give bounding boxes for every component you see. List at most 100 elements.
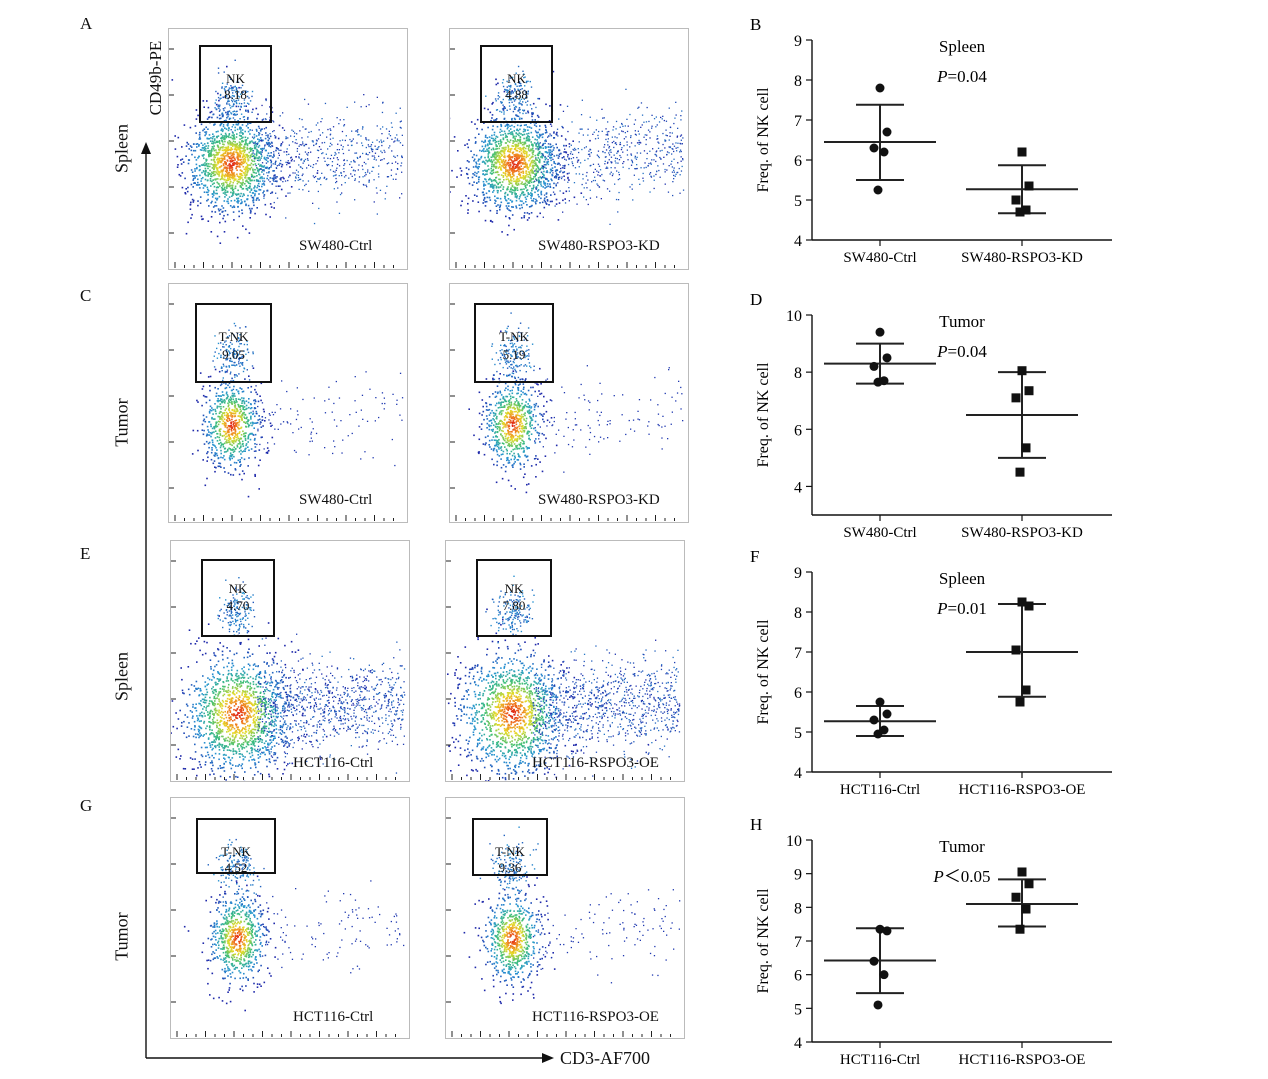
event-dot bbox=[181, 158, 184, 160]
event-dot bbox=[518, 139, 520, 142]
event-dot bbox=[216, 454, 219, 457]
event-dot bbox=[549, 200, 552, 203]
event-dot bbox=[538, 195, 540, 198]
event-dot bbox=[531, 159, 534, 162]
event-dot bbox=[489, 111, 492, 114]
event-dot bbox=[643, 121, 645, 123]
event-dot bbox=[356, 142, 358, 144]
event-dot bbox=[236, 401, 238, 403]
event-dot bbox=[344, 139, 346, 142]
event-dot bbox=[214, 138, 216, 140]
event-dot bbox=[589, 155, 591, 157]
event-dot bbox=[395, 173, 397, 175]
event-dot bbox=[537, 170, 539, 172]
event-dot bbox=[202, 144, 204, 147]
event-dot bbox=[250, 159, 253, 161]
event-dot bbox=[231, 126, 233, 128]
event-dot bbox=[648, 162, 650, 165]
event-dot bbox=[234, 119, 236, 121]
event-dot bbox=[546, 177, 548, 180]
event-dot bbox=[531, 119, 534, 121]
event-dot bbox=[210, 432, 213, 435]
event-dot bbox=[241, 209, 243, 211]
event-dot bbox=[540, 185, 543, 187]
event-dot bbox=[211, 146, 214, 148]
event-dot bbox=[386, 137, 389, 139]
event-dot bbox=[548, 204, 550, 206]
event-dot bbox=[267, 167, 269, 170]
event-dot bbox=[215, 466, 217, 469]
event-dot bbox=[256, 186, 258, 189]
event-dot bbox=[365, 153, 367, 155]
event-dot bbox=[219, 417, 221, 419]
event-dot bbox=[274, 176, 277, 178]
event-dot bbox=[585, 182, 587, 184]
event-dot bbox=[502, 150, 504, 152]
event-dot bbox=[240, 105, 242, 108]
event-dot bbox=[228, 415, 230, 417]
event-dot bbox=[319, 177, 321, 179]
event-dot bbox=[640, 167, 642, 169]
event-dot bbox=[476, 166, 479, 169]
event-dot bbox=[236, 169, 238, 171]
event-dot bbox=[532, 178, 535, 180]
event-dot bbox=[236, 182, 239, 185]
event-dot bbox=[505, 164, 508, 166]
event-dot bbox=[546, 170, 548, 172]
event-dot bbox=[536, 159, 538, 161]
density-dots bbox=[169, 303, 404, 521]
event-dot bbox=[397, 168, 399, 170]
event-dot bbox=[530, 205, 532, 208]
event-dot bbox=[395, 178, 397, 180]
event-dot bbox=[526, 204, 528, 206]
event-dot bbox=[276, 165, 278, 167]
event-dot bbox=[255, 135, 258, 137]
event-dot bbox=[509, 139, 512, 141]
event-dot bbox=[513, 167, 515, 170]
event-dot bbox=[367, 154, 369, 156]
event-dot bbox=[565, 159, 567, 161]
event-dot bbox=[535, 148, 537, 150]
event-dot bbox=[217, 162, 219, 165]
event-dot bbox=[236, 432, 239, 435]
event-dot bbox=[514, 159, 516, 162]
event-dot bbox=[518, 180, 521, 182]
event-dot bbox=[214, 386, 216, 389]
event-dot bbox=[636, 167, 638, 170]
event-dot bbox=[473, 158, 476, 161]
event-dot bbox=[232, 87, 234, 89]
event-dot bbox=[402, 144, 404, 146]
event-dot bbox=[614, 167, 616, 169]
event-dot bbox=[497, 92, 500, 94]
event-dot bbox=[660, 158, 662, 160]
event-dot bbox=[228, 118, 231, 120]
event-dot bbox=[598, 130, 600, 133]
event-dot bbox=[335, 174, 337, 176]
event-dot bbox=[232, 422, 235, 425]
event-dot bbox=[226, 179, 228, 182]
event-dot bbox=[491, 183, 494, 186]
event-dot bbox=[246, 407, 248, 410]
event-dot bbox=[486, 150, 489, 152]
event-dot bbox=[219, 439, 221, 441]
event-dot bbox=[529, 157, 531, 160]
event-dot bbox=[525, 172, 527, 175]
event-dot bbox=[492, 191, 494, 193]
event-dot bbox=[214, 197, 217, 200]
event-dot bbox=[251, 153, 253, 155]
event-dot bbox=[538, 128, 541, 131]
event-dot bbox=[236, 93, 238, 95]
event-dot bbox=[241, 162, 244, 164]
event-dot bbox=[473, 174, 476, 176]
event-dot bbox=[268, 145, 270, 147]
event-dot bbox=[237, 202, 239, 204]
event-dot bbox=[506, 109, 508, 111]
event-dot bbox=[511, 124, 513, 127]
event-dot bbox=[239, 398, 242, 401]
event-dot bbox=[201, 423, 204, 426]
event-dot bbox=[222, 394, 224, 396]
event-dot bbox=[243, 168, 246, 171]
event-dot bbox=[230, 464, 232, 466]
event-dot bbox=[233, 446, 235, 449]
event-dot bbox=[236, 236, 239, 239]
